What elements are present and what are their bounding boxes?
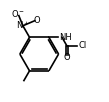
Text: $\mathregular{N^+}$: $\mathregular{N^+}$ <box>16 19 30 31</box>
Text: O: O <box>64 53 70 62</box>
Text: $\mathregular{O^-}$: $\mathregular{O^-}$ <box>11 8 25 19</box>
Text: Cl: Cl <box>78 41 87 50</box>
Text: NH: NH <box>60 33 72 42</box>
Text: O: O <box>34 16 40 25</box>
